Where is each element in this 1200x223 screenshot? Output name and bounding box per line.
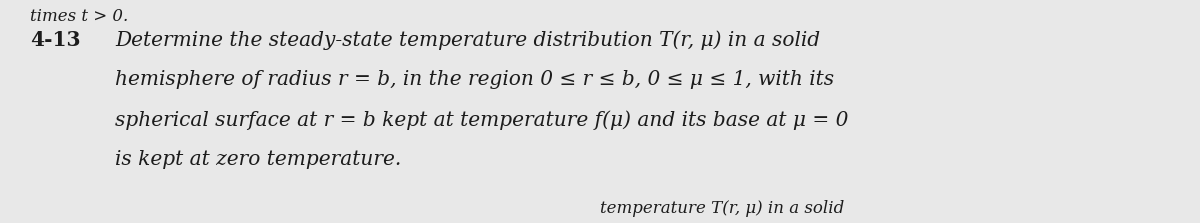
Text: temperature T(r, μ) in a solid: temperature T(r, μ) in a solid [600,200,845,217]
Text: Determine the steady-state temperature distribution T(r, μ) in a solid: Determine the steady-state temperature d… [115,30,820,50]
Text: times t > 0.: times t > 0. [30,8,128,25]
Text: hemisphere of radius r = b, in the region 0 ≤ r ≤ b, 0 ≤ μ ≤ 1, with its: hemisphere of radius r = b, in the regio… [115,70,834,89]
Text: spherical surface at r = b kept at temperature f(μ) and its base at μ = 0: spherical surface at r = b kept at tempe… [115,110,848,130]
Text: is kept at zero temperature.: is kept at zero temperature. [115,150,401,169]
Text: 4-13: 4-13 [30,30,80,50]
